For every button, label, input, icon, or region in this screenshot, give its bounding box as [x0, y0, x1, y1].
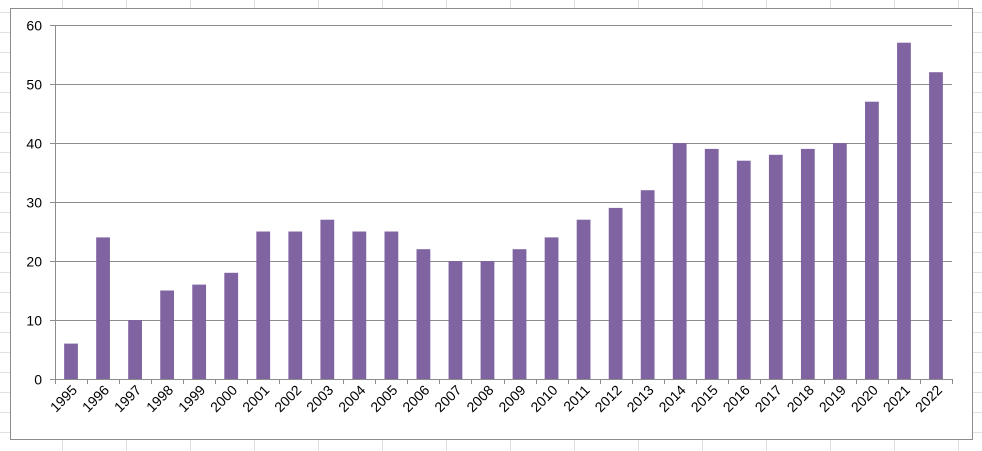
- y-tick-label: 0: [34, 372, 42, 388]
- x-tick-label: 2008: [463, 382, 496, 415]
- x-tick-label: 1997: [111, 382, 144, 415]
- bar-2005: [384, 231, 399, 379]
- x-tick-label: 2013: [623, 382, 656, 415]
- x-tick-label: 2000: [207, 382, 240, 415]
- bar-2020: [865, 101, 879, 379]
- bar-2008: [480, 261, 495, 379]
- y-tick-label: 10: [26, 313, 42, 329]
- x-tick-label: 2004: [335, 382, 368, 415]
- bar-1998: [160, 290, 175, 379]
- bar-2002: [288, 231, 303, 379]
- x-tick-label: 2015: [688, 382, 721, 415]
- bar-2011: [576, 219, 591, 379]
- x-tick-label: 2011: [560, 382, 593, 415]
- x-tick-label: 2010: [527, 382, 560, 415]
- bar-2014: [672, 143, 687, 379]
- x-tick-label: 1996: [79, 382, 112, 415]
- x-tick-label: 2002: [271, 382, 304, 415]
- bar-2019: [832, 143, 847, 379]
- bar-1997: [128, 320, 142, 379]
- bar-2004: [352, 231, 367, 379]
- y-tick-label: 60: [26, 18, 42, 34]
- x-axis-labels: 1995199619971998199920002001200220032004…: [47, 382, 945, 415]
- bar-2010: [544, 237, 559, 379]
- x-tick-label: 2003: [303, 382, 336, 415]
- bar-2003: [320, 219, 335, 379]
- axes: [50, 25, 953, 384]
- y-tick-label: 30: [26, 195, 42, 211]
- y-tick-label: 50: [26, 77, 42, 93]
- x-tick-label: 2017: [752, 382, 785, 415]
- bar-2017: [768, 154, 783, 379]
- y-tick-label: 20: [26, 254, 42, 270]
- x-tick-label: 2016: [720, 382, 753, 415]
- x-tick-label: 2012: [591, 382, 624, 415]
- x-tick-label: 2020: [848, 382, 881, 415]
- bar-2013: [640, 190, 655, 379]
- x-tick-label: 2006: [399, 382, 432, 415]
- bar-1996: [96, 237, 110, 379]
- bars: [64, 42, 943, 379]
- x-tick-label: 2007: [431, 382, 464, 415]
- bar-2022: [929, 72, 943, 379]
- x-tick-label: 1995: [47, 382, 80, 415]
- x-tick-label: 2021: [880, 382, 913, 415]
- x-tick-label: 2018: [784, 382, 817, 415]
- bar-2001: [256, 231, 271, 379]
- x-tick-label: 2019: [816, 382, 849, 415]
- bar-2021: [897, 42, 911, 379]
- x-tick-label: 1998: [143, 382, 176, 415]
- x-tick-label: 2022: [912, 382, 945, 415]
- bar-2009: [512, 249, 527, 379]
- bar-1995: [64, 343, 78, 379]
- y-tick-label: 40: [26, 136, 42, 152]
- y-axis-labels: 0 10 20 30 40 50 60: [26, 18, 42, 388]
- bar-2015: [704, 148, 719, 379]
- x-tick-label: 2005: [367, 382, 400, 415]
- bar-2000: [224, 272, 239, 379]
- x-tick-label: 2014: [655, 382, 688, 415]
- bar-1999: [192, 284, 207, 379]
- bar-2012: [608, 207, 623, 379]
- x-tick-label: 1999: [175, 382, 208, 415]
- bar-2006: [416, 249, 431, 379]
- x-tick-label: 2001: [239, 382, 272, 415]
- bar-2018: [800, 148, 815, 379]
- bar-2007: [448, 261, 463, 379]
- gridlines: [55, 25, 952, 321]
- x-tick-label: 2009: [495, 382, 528, 415]
- bar-2016: [736, 160, 751, 379]
